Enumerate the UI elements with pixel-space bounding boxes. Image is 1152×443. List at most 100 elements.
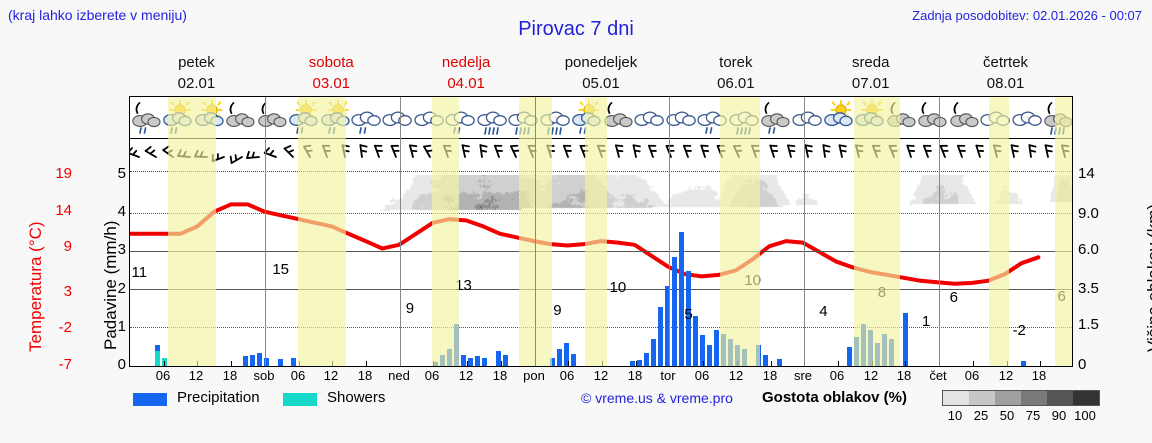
precipitation-bar <box>291 357 296 366</box>
precipitation-bar <box>461 354 466 366</box>
day-separator <box>400 97 401 366</box>
x-axis-tick <box>568 361 569 366</box>
location-hint[interactable]: (kraj lahko izberete v meniju) <box>8 7 187 23</box>
temperature-tick-label: 9 <box>63 238 72 256</box>
precipitation-bar <box>651 338 656 366</box>
wind-barb <box>947 140 977 170</box>
temperature-tick-label: 14 <box>55 201 72 219</box>
night-shading-band <box>720 97 760 366</box>
wind-barb <box>638 140 668 170</box>
x-axis-tick-label: sre <box>793 368 813 383</box>
temperature-axis-title: Temperatura (°C) <box>26 221 45 352</box>
page-title: Pirovac 7 dni <box>518 18 634 40</box>
day-date: 06.01 <box>717 75 755 93</box>
x-axis-tick-label: 18 <box>492 368 508 383</box>
day-date: 05.01 <box>582 75 620 93</box>
credit-link[interactable]: © vreme.us & vreme.pro <box>581 390 733 406</box>
showers-swatch <box>283 393 317 406</box>
temperature-tick-label: 19 <box>55 165 72 182</box>
day-name: torek <box>719 54 753 71</box>
precipitation-tick-label: 5 <box>117 165 126 182</box>
wind-barb <box>776 140 806 170</box>
x-axis-tick-label: 18 <box>627 368 643 383</box>
precipitation-bar <box>777 359 782 366</box>
precipitation-bar <box>686 270 691 366</box>
temperature-tick-label: 3 <box>63 282 72 300</box>
meteogram-plot: 11159139105104816-26 <box>129 96 1073 367</box>
precipitation-bar <box>763 354 768 366</box>
wind-barb <box>553 140 583 170</box>
day-header-row: petek 02.01 sobota 03.01 nedelja 04.01 ponedel… <box>129 52 1073 96</box>
x-axis-tick <box>636 361 637 366</box>
precipitation-bar <box>475 356 480 366</box>
wind-barb <box>827 140 857 170</box>
x-axis-tick-label: 18 <box>222 368 238 383</box>
precipitation-tick-label: 1 <box>117 317 126 335</box>
cloud-density-tick-label: 10 <box>947 408 963 423</box>
wind-barb <box>690 140 720 170</box>
wind-barb <box>244 140 274 170</box>
day-name: sobota <box>308 54 354 71</box>
moon-cloud-icon <box>913 99 951 137</box>
cloud-density-ramp-step <box>943 391 969 405</box>
x-axis-tick-label: 06 <box>829 368 845 383</box>
wind-barb <box>759 140 789 170</box>
x-axis-tick <box>164 361 165 366</box>
day-header-7: četrtek 08.01 <box>938 52 1073 96</box>
temperature-point-label: 9 <box>553 301 562 319</box>
wind-barb <box>364 140 394 170</box>
wind-barb <box>604 140 634 170</box>
x-axis-tick <box>771 361 772 366</box>
day-date: 08.01 <box>986 75 1025 93</box>
wind-barb <box>896 140 926 170</box>
x-axis-tick-label: ned <box>388 368 410 383</box>
x-axis-tick-label: sob <box>253 368 275 383</box>
wind-barb <box>673 140 703 170</box>
last-updated-label: Zadnja posodobitev: 02.01.2026 - 00:07 <box>912 8 1142 23</box>
wind-barb <box>415 140 445 170</box>
x-axis-tick-label: 12 <box>863 368 879 383</box>
precipitation-bar <box>630 361 635 366</box>
temperature-point-label: 15 <box>272 261 290 279</box>
night-shading-band <box>432 97 459 366</box>
day-separator <box>804 97 805 366</box>
x-axis-tick-label: 18 <box>1031 368 1047 383</box>
wind-barb <box>621 140 651 170</box>
cloud-density-tick-label: 25 <box>973 408 989 423</box>
x-axis-tick-label: 06 <box>559 368 575 383</box>
precipitation-bar <box>700 335 705 366</box>
precipitation-bar <box>571 353 576 366</box>
x-axis-tick-label: 12 <box>728 368 744 383</box>
precipitation-swatch <box>133 393 167 406</box>
cloud-density-ramp-step <box>1021 391 1047 405</box>
wind-barb <box>810 140 840 170</box>
moon-cloud-icon <box>945 99 983 137</box>
wind-barb <box>1033 140 1063 170</box>
wind-barb <box>913 140 943 170</box>
night-shading-band <box>168 97 216 366</box>
x-axis-tick <box>973 361 974 366</box>
x-axis-tick <box>905 361 906 366</box>
cloudheight-tick-label: 3.5 <box>1078 279 1099 297</box>
precipitation-bar <box>658 306 663 366</box>
precipitation-bar <box>243 356 248 366</box>
cloudheight-tick-label: 9.0 <box>1078 205 1099 223</box>
day-separator <box>939 97 940 366</box>
wind-barb <box>965 140 995 170</box>
precipitation-bar <box>468 357 473 366</box>
temperature-point-label: 11 <box>131 263 148 281</box>
x-axis-tick-label: čet <box>929 368 947 383</box>
cloudheight-tick-label: 1.5 <box>1078 315 1099 333</box>
day-name: nedelja <box>441 54 491 71</box>
night-shading-band <box>585 97 607 366</box>
precipitation-bar <box>564 343 569 366</box>
precipitation-bar <box>707 345 712 366</box>
day-header-6: sreda 07.01 <box>803 52 938 96</box>
legend: Precipitation Showers © vreme.us & vreme… <box>0 388 1152 434</box>
cloud-density-ramp-step <box>969 391 995 405</box>
day-date: 07.01 <box>851 75 890 93</box>
day-separator <box>265 97 266 366</box>
temperature-point-label: 9 <box>405 299 415 317</box>
x-axis-tick-label: pon <box>523 368 545 383</box>
day-header-2: sobota 03.01 <box>264 52 399 96</box>
